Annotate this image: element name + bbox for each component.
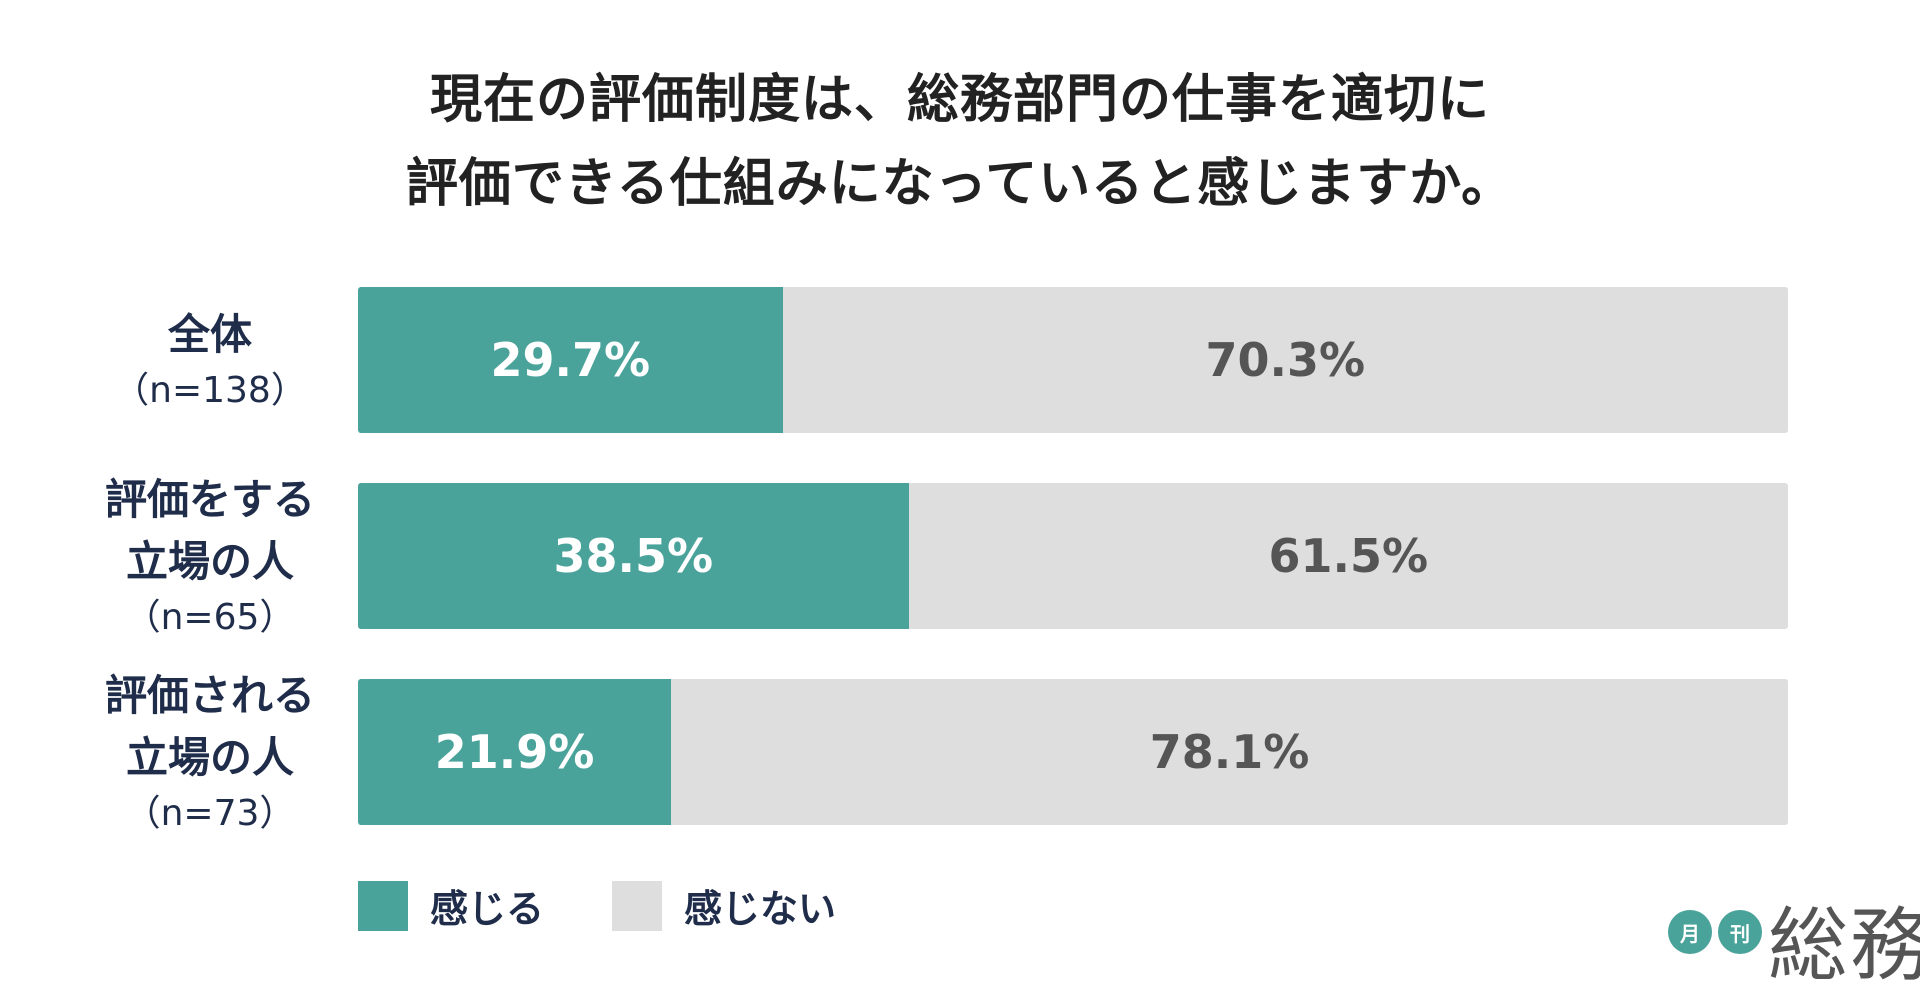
row-label-evaluated-line-1: 評価される <box>104 671 315 720</box>
data-label-evaluated-feel: 21.9% <box>434 725 595 779</box>
bar-segment-evaluated-feel <box>358 679 672 825</box>
logo-badge-kan: 刊 <box>1718 910 1762 954</box>
legend-item-not-feel: 感じない <box>612 878 836 933</box>
data-label-overall-feel: 29.7% <box>490 333 651 387</box>
bar-track-evaluator: 38.5% 61.5% <box>358 483 1788 629</box>
data-label-evaluator-feel: 38.5% <box>553 529 714 583</box>
chart-title: 現在の評価制度は、総務部門の仕事を適切に 評価できる仕組みになっていると感じます… <box>0 58 1920 226</box>
chart-title-line-1: 現在の評価制度は、総務部門の仕事を適切に <box>429 70 1490 130</box>
legend-swatch-not-feel <box>612 880 663 931</box>
row-label-evaluator: 評価をする立場の人 （n=65） <box>60 469 360 643</box>
chart-title-line-2: 評価できる仕組みになっていると感じますか。 <box>405 154 1515 214</box>
bar-segment-evaluator-not-feel <box>908 483 1788 629</box>
gekkan-somu-logo: 月 刊 総務 <box>1668 898 1920 998</box>
legend-label-not-feel: 感じない <box>684 887 837 931</box>
bar-segment-evaluated-not-feel <box>671 679 1788 825</box>
row-label-evaluator-line-1: 評価をする <box>104 475 315 524</box>
data-label-overall-not-feel: 70.3% <box>1205 333 1366 387</box>
bar-segment-overall-feel <box>358 287 783 433</box>
legend-label-feel: 感じる <box>430 887 545 931</box>
row-label-evaluated-line-2: 立場の人 <box>125 733 294 782</box>
bar-track-evaluated: 21.9% 78.1% <box>358 679 1788 825</box>
row-label-evaluated: 評価される立場の人 （n=73） <box>60 665 360 839</box>
bar-track-overall: 29.7% 70.3% <box>358 287 1788 433</box>
data-label-evaluator-not-feel: 61.5% <box>1268 529 1429 583</box>
row-label-overall: 全体 （n=138） <box>60 304 360 416</box>
logo-wordmark: 総務 <box>1768 899 1920 992</box>
bar-segment-evaluator-feel <box>358 483 909 629</box>
logo-badge-tsuki: 月 <box>1668 910 1712 954</box>
row-sample-size-overall: （n=138） <box>113 370 307 411</box>
row-sample-size-evaluator: （n=65） <box>124 597 296 638</box>
bar-segment-overall-not-feel <box>782 287 1788 433</box>
legend: 感じる 感じない <box>358 878 904 933</box>
row-label-evaluator-line-2: 立場の人 <box>125 537 294 586</box>
legend-item-feel: 感じる <box>358 878 544 933</box>
legend-swatch-feel <box>358 880 408 931</box>
data-label-evaluated-not-feel: 78.1% <box>1149 725 1310 779</box>
row-sample-size-evaluated: （n=73） <box>124 793 296 834</box>
row-label-overall-line-1: 全体 <box>167 310 252 359</box>
